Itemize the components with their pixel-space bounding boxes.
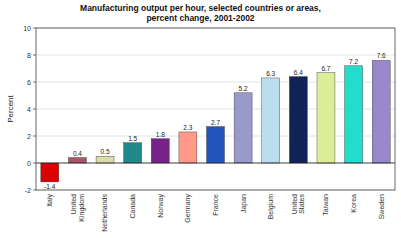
bar xyxy=(96,156,114,163)
x-tick-label: UnitedStates xyxy=(291,194,305,215)
data-label: 5.2 xyxy=(239,85,248,92)
data-label: 0.4 xyxy=(73,150,82,157)
grid-line xyxy=(36,55,395,56)
y-tick xyxy=(33,82,36,83)
grid xyxy=(36,28,395,190)
x-tick-label: Netherlands xyxy=(101,194,108,232)
data-label: 1.8 xyxy=(156,131,165,138)
data-label: 1.5 xyxy=(128,135,137,142)
y-tick-label: 10 xyxy=(23,25,31,32)
y-axis: -2 0 2 4 6 8 10 xyxy=(23,25,36,194)
data-label: -1.4 xyxy=(44,183,56,190)
data-label: 6.7 xyxy=(321,65,330,72)
data-label: 2.7 xyxy=(211,119,220,126)
bar xyxy=(289,77,307,163)
plot-frame xyxy=(36,28,395,190)
y-tick xyxy=(33,136,36,137)
bar xyxy=(151,139,169,163)
title: Manufacturing output per hour, selected … xyxy=(80,3,321,23)
data-label: 6.4 xyxy=(294,69,303,76)
data-label: 7.2 xyxy=(349,58,358,65)
bar xyxy=(262,78,280,163)
data-labels: -1.4 0.4 0.5 1.5 1.8 2.3 2.7 5.2 6.3 6.4 6.7 7.2 7.6 xyxy=(44,52,386,189)
data-label: 2.3 xyxy=(183,124,192,131)
data-label: 0.5 xyxy=(101,148,110,155)
data-label: 6.3 xyxy=(266,70,275,77)
y-axis-label: Percent xyxy=(6,94,15,122)
y-tick xyxy=(33,28,36,29)
zero-line xyxy=(36,163,395,164)
y-tick-label: 8 xyxy=(27,52,31,59)
x-tick-label: Norway xyxy=(157,194,165,218)
bar xyxy=(234,93,252,163)
bar xyxy=(345,66,363,163)
x-tick-label: Korea xyxy=(350,194,357,213)
grid-line xyxy=(36,163,395,164)
bar xyxy=(41,163,59,182)
bar xyxy=(317,73,335,163)
y-tick xyxy=(33,163,36,164)
grid-line xyxy=(36,82,395,83)
x-tick-label: Japan xyxy=(240,194,248,213)
x-tick-label: Germany xyxy=(184,194,192,223)
x-axis: Italy UnitedKingdom Netherlands Canada Norwa… xyxy=(46,194,384,232)
bars xyxy=(36,60,395,181)
y-tick xyxy=(33,109,36,110)
bar xyxy=(372,60,390,163)
background xyxy=(0,0,401,238)
y-tick-label: 2 xyxy=(27,133,31,140)
x-tick-label: Italy xyxy=(46,194,54,207)
y-tick-label: 6 xyxy=(27,79,31,86)
chart-container: -2 0 2 4 6 8 10 -1.4 0.4 0.5 1.5 1.8 2.3 2.7 5.2 6.3 6.4… xyxy=(0,0,401,238)
y-tick-label: 4 xyxy=(27,106,31,113)
y-tick-label: 0 xyxy=(27,160,31,167)
y-tick xyxy=(33,190,36,191)
chart-svg: -2 0 2 4 6 8 10 -1.4 0.4 0.5 1.5 1.8 2.3 2.7 5.2 6.3 6.4… xyxy=(0,0,401,238)
x-tick-label: Belgium xyxy=(267,194,275,219)
x-tick-label: UnitedKingdom xyxy=(70,194,85,222)
bar xyxy=(68,158,86,163)
bar xyxy=(179,132,197,163)
y-tick-label: -2 xyxy=(25,187,31,194)
x-tick-label: Canada xyxy=(129,194,136,219)
y-tick xyxy=(33,55,36,56)
grid-line xyxy=(36,109,395,110)
x-tick-label: Sweden xyxy=(378,194,385,219)
bar xyxy=(124,143,142,163)
x-tick-label: France xyxy=(212,194,219,216)
x-tick-label: Taiwan xyxy=(322,194,329,216)
bar xyxy=(207,127,225,163)
data-label: 7.6 xyxy=(377,52,386,59)
